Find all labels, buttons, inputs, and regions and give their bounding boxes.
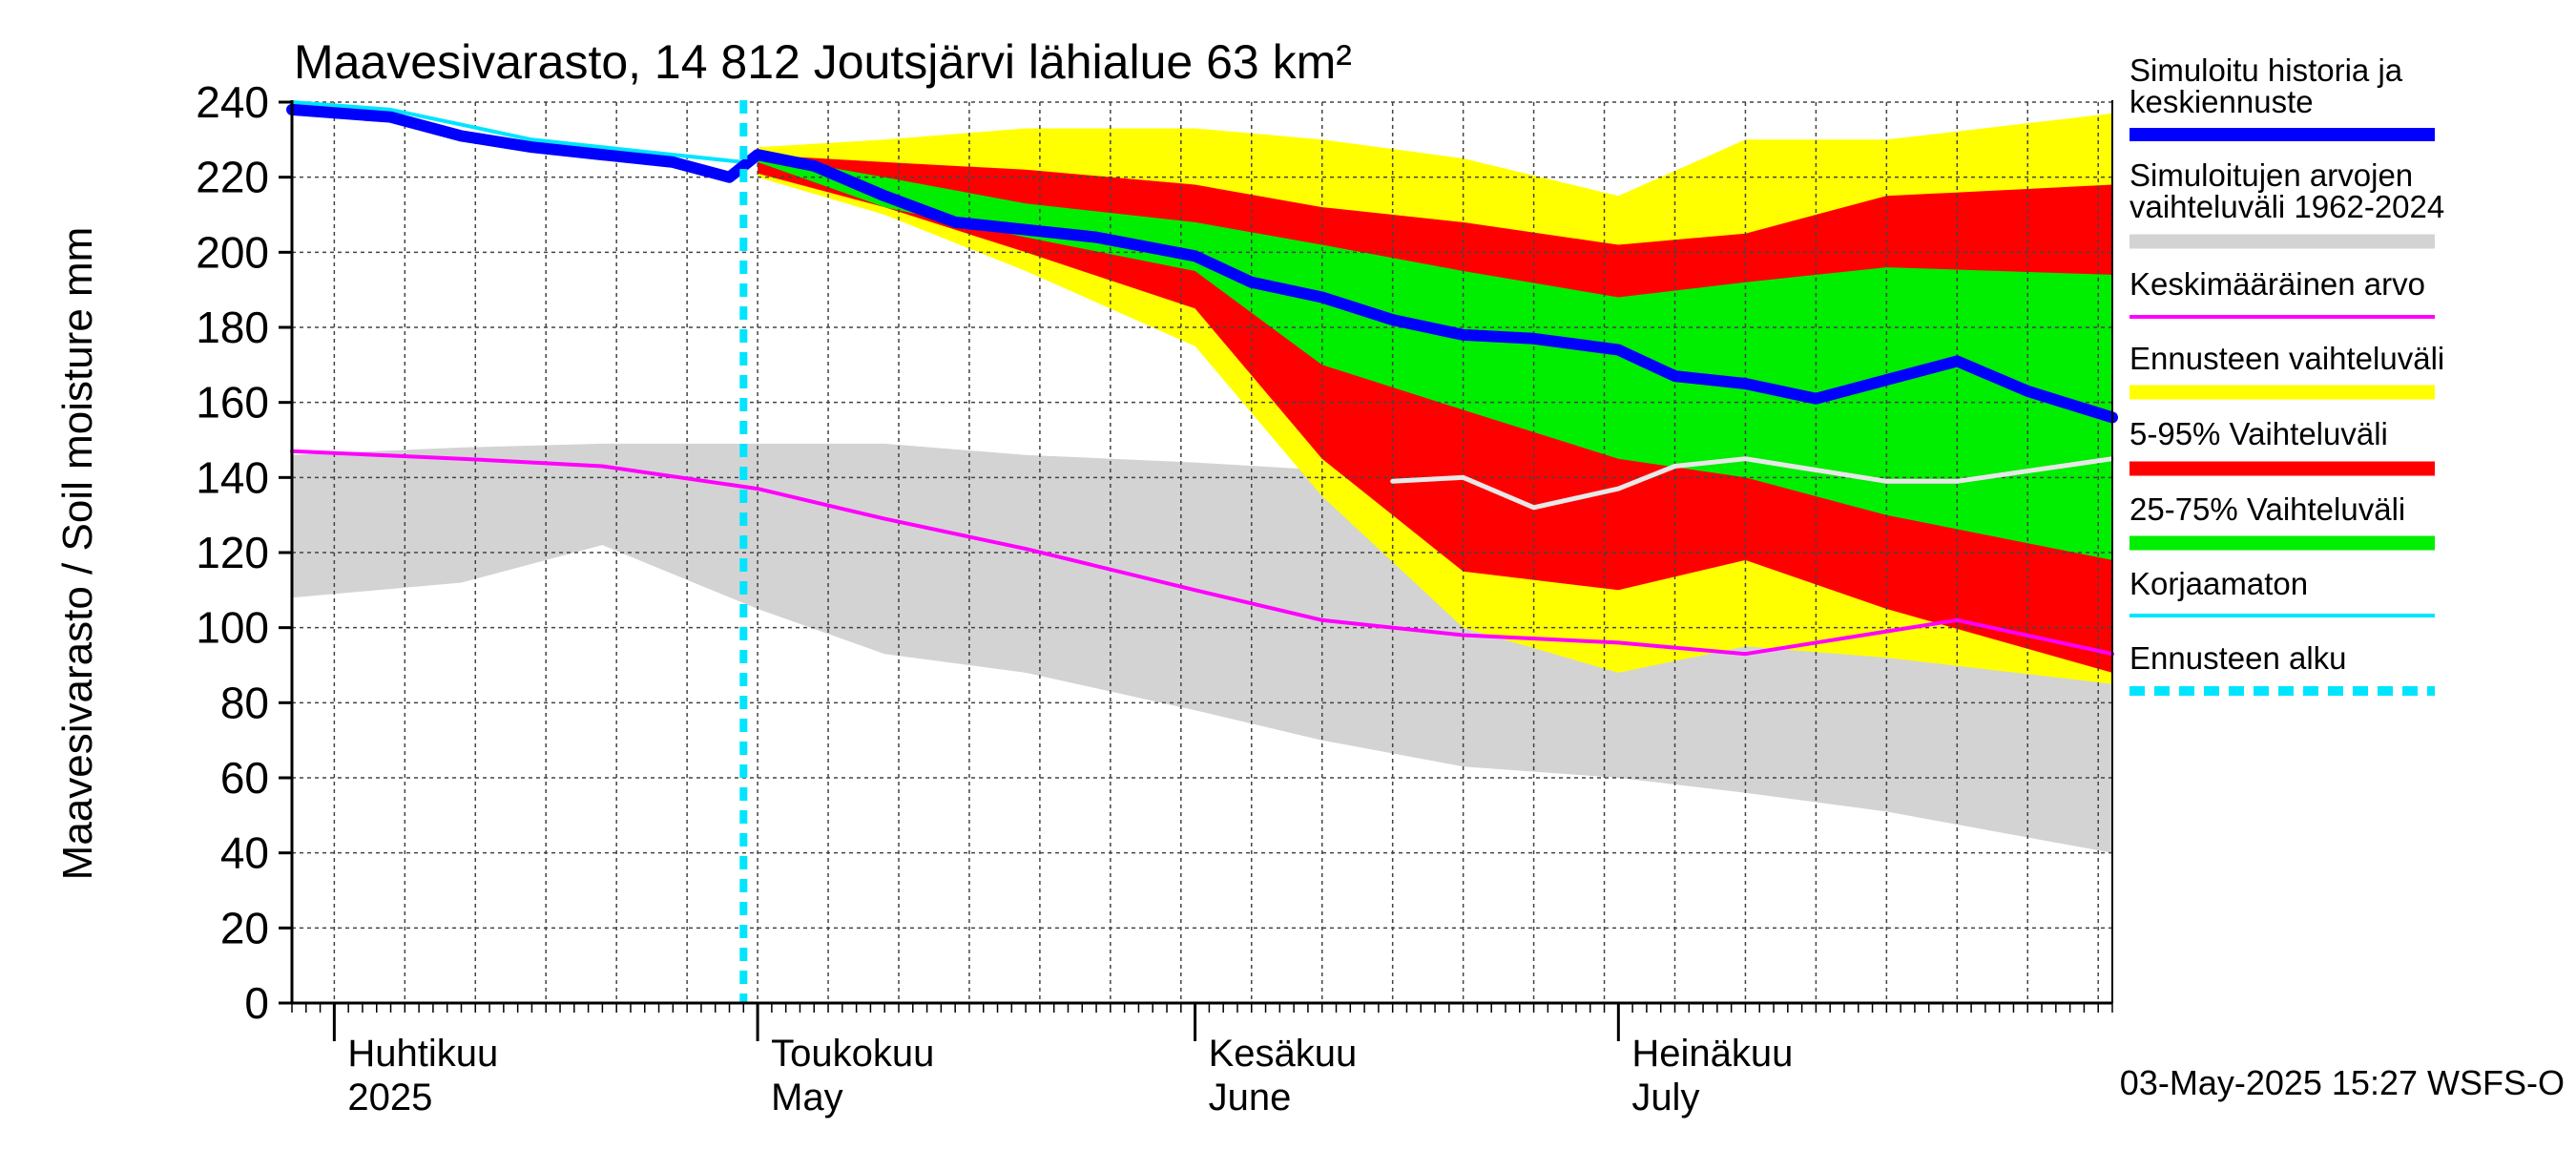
uncorrected-line — [290, 100, 746, 164]
x-month-sublabel: June — [1209, 1077, 1292, 1119]
y-axis-label: Maavesivarasto / Soil moisture mm — [54, 227, 101, 881]
bands-layer — [292, 113, 2112, 853]
x-month-label: Kesäkuu — [1209, 1033, 1358, 1075]
y-tick-label: 180 — [196, 303, 269, 352]
y-tick-label: 80 — [220, 678, 269, 727]
y-tick-label: 0 — [244, 978, 269, 1028]
timestamp-footer: 03-May-2025 15:27 WSFS-O — [2120, 1063, 2565, 1102]
y-tick-label: 160 — [196, 378, 269, 428]
x-month-label: Heinäkuu — [1631, 1033, 1793, 1075]
legend-label: 25-75% Vaihteluväli — [2129, 491, 2405, 527]
x-month-label: Huhtikuu — [347, 1033, 498, 1075]
x-month-sublabel: May — [771, 1077, 843, 1119]
legend-label: keskiennuste — [2129, 84, 2314, 119]
legend-label: 5-95% Vaihteluväli — [2129, 416, 2388, 451]
legend-label: Keskimääräinen arvo — [2129, 266, 2425, 302]
legend-label: Korjaamaton — [2129, 566, 2308, 601]
legend-label: Ennusteen vaihteluväli — [2129, 341, 2444, 376]
y-tick-label: 240 — [196, 77, 269, 127]
y-tick-label: 20 — [220, 903, 269, 952]
y-tick-label: 140 — [196, 452, 269, 502]
x-month-label: Toukokuu — [771, 1033, 934, 1075]
legend-label: Simuloitu historia ja — [2129, 52, 2403, 88]
x-month-sublabel: July — [1631, 1077, 1699, 1119]
historical-upper-line — [1390, 456, 2115, 511]
legend-label: Ennusteen alku — [2129, 640, 2347, 676]
mean-value-line — [290, 449, 2114, 657]
y-tick-label: 60 — [220, 753, 269, 803]
p25-75-range-band — [758, 155, 2112, 560]
legend-label: vaihteluväli 1962-2024 — [2129, 189, 2444, 224]
y-tick-label: 200 — [196, 227, 269, 277]
legend-label: Simuloitujen arvojen — [2129, 157, 2413, 193]
chart-title: Maavesivarasto, 14 812 Joutsjärvi lähial… — [294, 35, 1352, 89]
simulated-median-line — [286, 103, 2118, 424]
y-tick-label: 120 — [196, 528, 269, 577]
x-month-sublabel: 2025 — [347, 1077, 432, 1119]
axes-layer: 0 20 40 60 80 100 120 140 160 180 200 220 240 Huhtiku… — [196, 77, 2113, 1119]
y-tick-label: 40 — [220, 828, 269, 878]
lines-layer — [286, 100, 2118, 1003]
y-tick-label: 220 — [196, 153, 269, 202]
y-tick-label: 100 — [196, 603, 269, 653]
